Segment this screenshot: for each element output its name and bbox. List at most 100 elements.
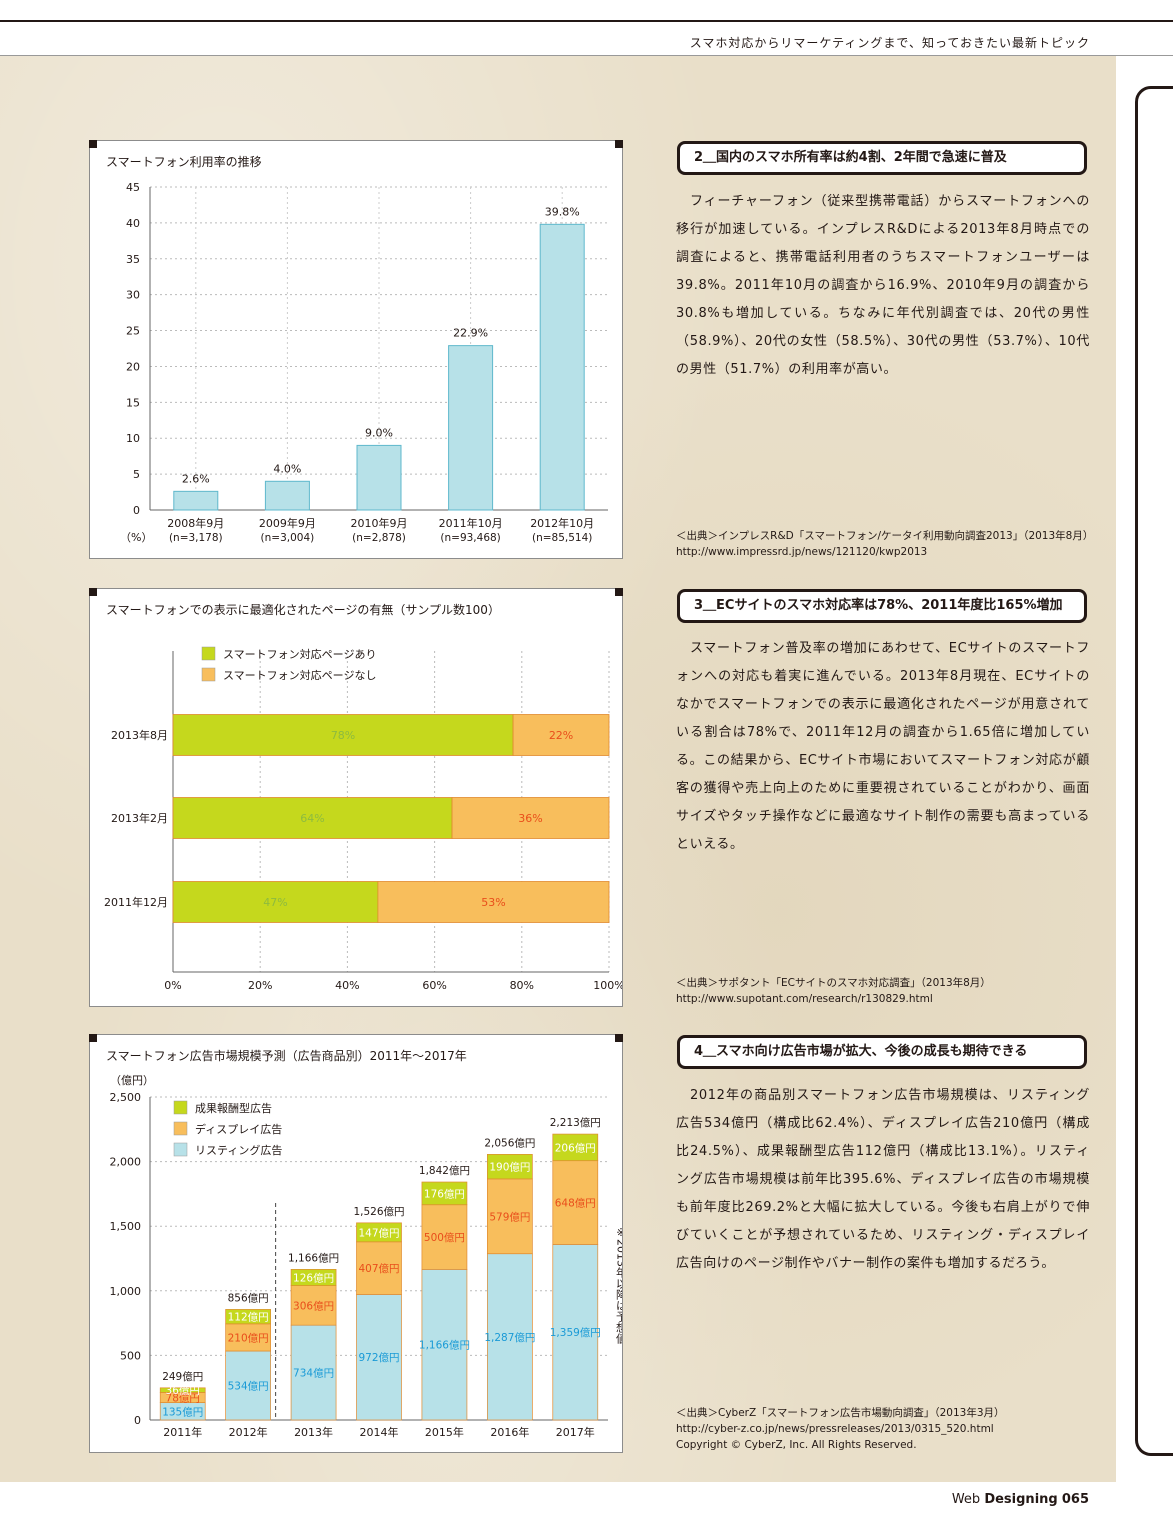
bar — [448, 345, 494, 511]
data-label: 1,166億円 — [419, 1339, 470, 1352]
total-label: 856億円 — [228, 1291, 269, 1304]
panel-corner — [89, 588, 97, 596]
x-tick-label: 60% — [422, 979, 446, 992]
bar-segment — [552, 1244, 599, 1421]
bar-segment — [290, 1324, 337, 1421]
data-label: 176億円 — [424, 1187, 465, 1200]
x-tick-note: (n=3,178) — [169, 532, 223, 544]
x-tick-label: 2017年 — [556, 1425, 595, 1439]
data-label: 22.9% — [453, 327, 488, 340]
data-label: 1,287億円 — [484, 1331, 535, 1344]
copyright: Copyright © CyberZ, Inc. All Rights Rese… — [676, 1439, 917, 1451]
legend-swatch — [173, 1100, 188, 1115]
data-label: 648億円 — [555, 1197, 596, 1210]
y-tick-label: 35 — [126, 253, 140, 266]
x-tick-label: 2008年9月 — [167, 516, 224, 530]
data-label: 579億円 — [489, 1210, 530, 1223]
section-2-body: フィーチャーフォン（従来型携帯電話）からスマートフォンへの移行が加速している。イ… — [676, 194, 1090, 377]
section-4-body: 2012年の商品別スマートフォン広告市場規模は、リスティング広告534億円（構成… — [676, 1088, 1090, 1271]
source-url[interactable]: http://www.supotant.com/research/r130829… — [676, 993, 933, 1005]
data-label: 972億円 — [358, 1351, 399, 1364]
side-panel — [1135, 86, 1173, 1456]
total-label: 1,166億円 — [288, 1251, 339, 1264]
legend-label: リスティング広告 — [195, 1143, 282, 1157]
bar-segment — [421, 1204, 468, 1270]
header-rule — [0, 55, 1173, 56]
x-tick-label: 40% — [335, 979, 359, 992]
section-3-body: スマートフォン普及率の増加にあわせて、ECサイトのスマートフォンへの対応も着実に… — [676, 641, 1090, 852]
chart-svg: 0% 20% 40% 60% 80% 100% スマートフォン対応ページありスマートフォン対… — [104, 646, 622, 992]
data-label: 147億円 — [358, 1226, 399, 1239]
data-label: 22% — [549, 729, 573, 742]
legend-swatch — [201, 667, 216, 682]
bar-segment — [377, 881, 610, 923]
chart-title: スマートフォンでの表示に最適化されたページの有無（サンプル数100） — [106, 603, 500, 617]
data-label: 47% — [263, 896, 287, 909]
data-label: 78% — [331, 729, 355, 742]
data-label: 36億円 — [166, 1384, 200, 1397]
page-footer: Web Designing 065 — [952, 1492, 1089, 1507]
forecast-note: ※2013年以降は予想値 — [615, 1226, 623, 1345]
bar-segment — [225, 1323, 271, 1352]
bar — [264, 480, 310, 511]
y-tick-label: 40 — [126, 217, 140, 230]
data-label: 534億円 — [228, 1380, 269, 1393]
x-tick-label: 2014年 — [360, 1425, 399, 1439]
data-label: 78億円 — [166, 1392, 200, 1405]
data-label: 2.6% — [182, 472, 210, 485]
y-tick-label: 10 — [126, 432, 140, 445]
y-tick-label: 45 — [126, 181, 140, 194]
source-url[interactable]: http://www.impressrd.jp/news/121120/kwp2… — [676, 546, 928, 558]
data-label: 1,359億円 — [550, 1326, 601, 1339]
bar-segment — [290, 1285, 337, 1326]
y-tick-label: 2013年8月 — [111, 728, 168, 742]
x-tick-label: 80% — [510, 979, 534, 992]
section-3-title: 3＿ECサイトのスマホ対応率は78%、2011年度比165%増加 — [677, 589, 1087, 623]
legend-label: 成果報酬型広告 — [195, 1101, 272, 1115]
bar-segment — [225, 1350, 271, 1421]
source-citation: ＜出典＞インプレスR&D「スマートフォン/ケータイ利用動向調査2013」（201… — [676, 530, 1094, 542]
source-citation: ＜出典＞CyberZ「スマートフォン広告市場動向調査」（2013年3月） — [676, 1407, 1005, 1419]
panel-corner — [89, 140, 97, 148]
section-4-title: 4＿スマホ向け広告市場が拡大、今後の成長も期待できる — [677, 1035, 1087, 1069]
panel-corner — [615, 1034, 623, 1042]
source-url[interactable]: http://cyber-z.co.jp/news/pressreleases/… — [676, 1423, 994, 1435]
data-label: 135億円 — [162, 1405, 203, 1418]
bar-segment — [172, 881, 379, 923]
chart-ad-market: スマートフォン広告市場規模予測（広告商品別）2011年～2017年 （億円） 0 5… — [89, 1034, 623, 1453]
bar-segment — [512, 714, 610, 756]
chart-ec-optimization: スマートフォンでの表示に最適化されたページの有無（サンプル数100） 0% 20%… — [89, 588, 623, 1007]
x-tick-label: 100% — [593, 979, 622, 992]
x-tick-label: 2016年 — [490, 1425, 529, 1439]
y-tick-label: 500 — [120, 1349, 141, 1362]
y-tick-label: 2,500 — [110, 1091, 142, 1104]
data-label: 112億円 — [228, 1311, 269, 1324]
source-citation: ＜出典＞サポタント「ECサイトのスマホ対応調査」（2013年8月） — [676, 977, 991, 989]
bar — [539, 223, 585, 511]
x-tick-label: 2009年9月 — [259, 516, 316, 530]
section-4-source: ＜出典＞CyberZ「スマートフォン広告市場動向調査」（2013年3月） htt… — [676, 1405, 1096, 1453]
x-tick-label: 2011年 — [163, 1425, 202, 1439]
y-tick-label: 15 — [126, 396, 140, 409]
bar — [173, 490, 219, 511]
total-label: 1,842億円 — [419, 1164, 470, 1177]
data-label: 39.8% — [545, 205, 580, 218]
x-tick-note: (n=2,878) — [352, 532, 406, 544]
bar-segment — [356, 1294, 402, 1421]
bar-segment — [552, 1160, 599, 1245]
x-tick-label: 2011年10月 — [439, 516, 503, 530]
data-label: 407億円 — [358, 1262, 399, 1275]
total-label: 1,526億円 — [353, 1205, 404, 1218]
page-number: 065 — [1061, 1492, 1089, 1507]
x-tick-label: 2012年10月 — [530, 516, 594, 530]
x-tick-label: 2015年 — [425, 1425, 464, 1439]
y-tick-label: 5 — [133, 468, 140, 481]
bar-segment — [487, 1154, 533, 1180]
legend-swatch — [173, 1142, 188, 1157]
y-tick-label: 0 — [134, 1414, 141, 1427]
data-label: 4.0% — [273, 462, 301, 475]
data-label: 64% — [300, 812, 324, 825]
y-tick-label: 2013年2月 — [111, 811, 168, 825]
panel-corner — [615, 588, 623, 596]
legend-label: ディスプレイ広告 — [195, 1122, 282, 1136]
